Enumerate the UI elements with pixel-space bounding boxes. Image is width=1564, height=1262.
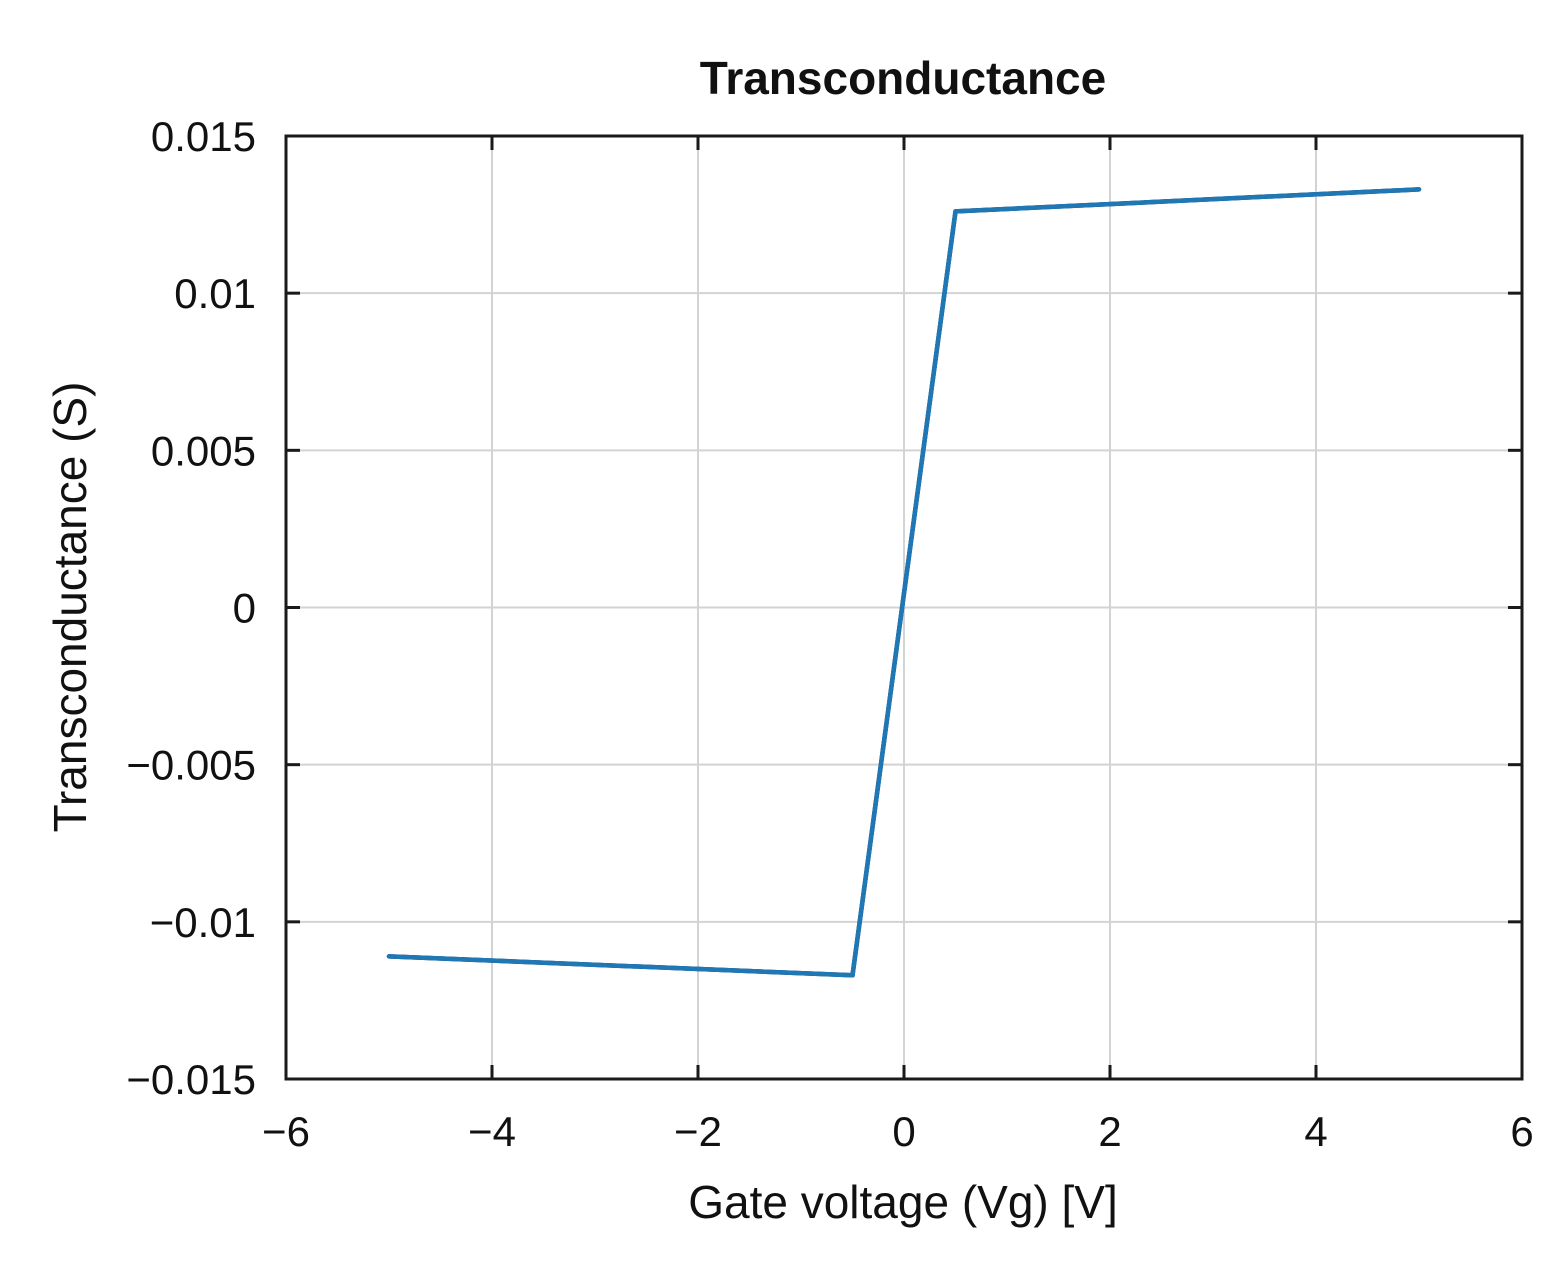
y-tick-label: −0.005 — [126, 742, 256, 789]
x-axis-label: Gate voltage (Vg) [V] — [688, 1176, 1118, 1228]
y-axis-label: Transconductance (S) — [44, 382, 96, 833]
x-tick-label: 4 — [1304, 1108, 1327, 1155]
y-tick-labels: −0.015 −0.01 −0.005 0 0.005 0.01 0.015 — [126, 113, 256, 1103]
series-line — [386, 187, 1422, 978]
y-tick-label: 0.01 — [174, 270, 256, 317]
y-tick-label: 0.005 — [151, 427, 256, 474]
y-tick-label: 0 — [233, 585, 256, 632]
series-layer — [386, 187, 1422, 978]
y-tick-label: −0.015 — [126, 1056, 256, 1103]
x-tick-label: 6 — [1510, 1108, 1533, 1155]
y-tick-label: 0.015 — [151, 113, 256, 160]
x-tick-label: −2 — [674, 1108, 722, 1155]
chart-title: Transconductance — [700, 52, 1106, 104]
x-tick-label: 2 — [1098, 1108, 1121, 1155]
x-tick-label: −4 — [468, 1108, 516, 1155]
x-tick-label: −6 — [262, 1108, 310, 1155]
x-tick-label: 0 — [892, 1108, 915, 1155]
tick-layer — [284, 134, 1524, 1081]
y-tick-label: −0.01 — [150, 899, 256, 946]
grid-layer — [286, 136, 1522, 1079]
x-tick-labels: −6 −4 −2 0 2 4 6 — [262, 1108, 1534, 1155]
